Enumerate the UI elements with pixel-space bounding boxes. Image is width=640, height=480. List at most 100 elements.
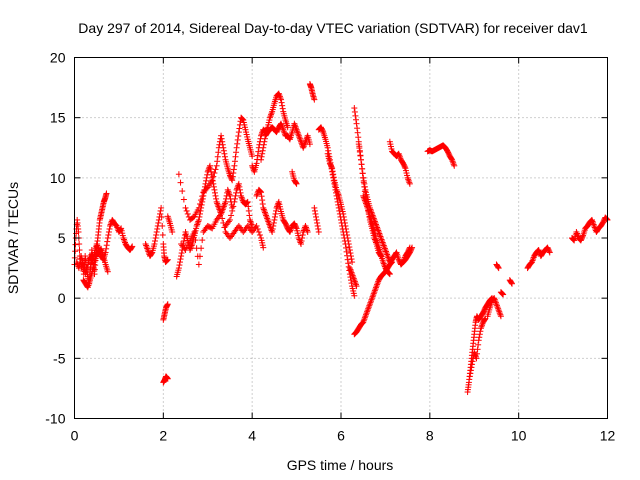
data-point [352,112,359,119]
data-point [603,215,610,222]
data-point [179,188,186,195]
data-point [330,174,337,181]
data-point [72,248,79,255]
data-point [353,283,360,290]
data-point [355,141,362,148]
data-point [389,259,396,266]
data-point [236,125,243,132]
data-point [192,237,199,244]
data-point [230,170,237,177]
data-point [231,158,238,165]
data-point [235,129,242,136]
data-point [211,186,218,193]
data-point [329,165,336,172]
data-point [236,186,243,193]
x-tick-label: 4 [248,428,256,444]
data-point [357,152,364,159]
data-point [477,328,484,335]
data-point [194,219,201,226]
y-tick-label: -5 [53,350,66,366]
data-point [222,198,229,205]
data-point [177,179,184,186]
data-point [209,177,216,184]
data-point [467,370,474,377]
data-point [359,165,366,172]
data-point [229,173,236,180]
data-point [199,193,206,200]
data-point [259,197,266,204]
data-point [467,367,474,374]
data-point [235,180,242,187]
data-point [249,153,256,160]
data-point [346,244,353,251]
data-point [76,247,83,254]
data-point [546,249,553,256]
data-point [466,373,473,380]
data-point [232,153,239,160]
data-point [311,96,318,103]
data-point [351,105,358,112]
data-point [203,174,210,181]
data-point [245,203,252,210]
data-point [342,222,349,229]
data-point [257,188,264,195]
data-point [272,210,279,217]
data-point [239,116,246,123]
data-point [345,238,352,245]
data-point [218,132,225,139]
data-point [175,171,182,178]
data-point [220,144,227,151]
data-point [157,207,164,214]
data-point [231,195,238,202]
data-point [230,203,237,210]
data-point [325,147,332,154]
data-point [299,231,306,238]
y-tick-label: 15 [50,110,66,126]
data-point [343,228,350,235]
data-point [159,222,166,229]
data-point [258,153,265,160]
data-point [313,216,320,223]
axis-ticks [74,57,608,419]
data-point [344,231,351,238]
data-point [342,244,349,251]
data-point [311,204,318,211]
data-point [278,96,285,103]
data-point [249,222,256,229]
data-point [184,210,191,217]
data-point [361,188,368,195]
data-point [279,102,286,109]
data-point [208,168,215,175]
data-point [259,201,266,208]
data-point [388,259,395,266]
data-point [215,149,222,156]
data-point [499,290,506,297]
data-point [351,108,358,115]
x-tick-label: 2 [159,428,167,444]
data-point [198,245,205,252]
data-point [314,219,321,226]
data-point [148,250,155,257]
data-point [212,166,219,173]
data-point [356,148,363,155]
x-tick-label: 0 [71,428,79,444]
data-point [244,198,251,205]
data-point [304,228,311,235]
data-point [358,161,365,168]
data-point [261,135,268,142]
data-point [253,160,260,167]
data-point [405,177,412,184]
data-point [129,243,136,250]
data-point [347,253,354,260]
y-axis-label: SDTVAR / TECUs [5,182,21,294]
data-point [474,346,481,353]
data-point [219,141,226,148]
data-point [314,222,321,229]
data-point [469,358,476,365]
data-point [244,199,251,206]
data-point [229,177,236,184]
data-point [152,238,159,245]
x-tick-label: 12 [600,428,616,444]
data-point [214,158,221,165]
